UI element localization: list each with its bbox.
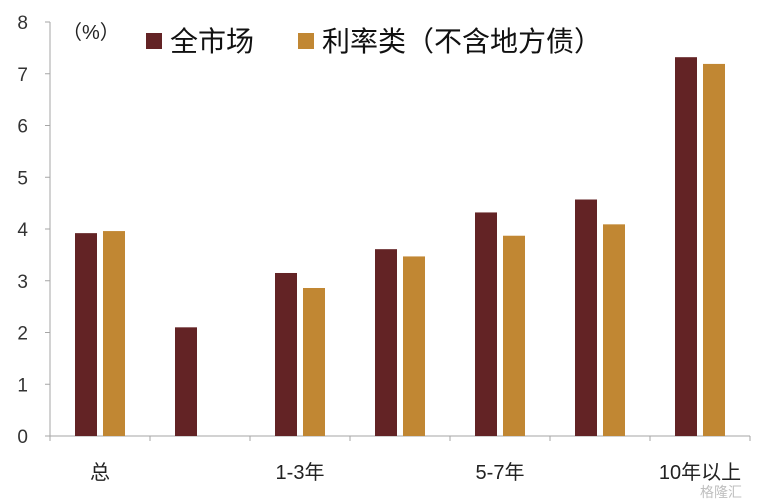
bar-series-0-cat-2: [275, 272, 297, 436]
x-category-label: 5-7年: [476, 461, 525, 484]
y-tick-label: 5: [17, 168, 28, 189]
y-tick-label: 3: [17, 272, 28, 293]
bar-series-1-cat-6: [703, 63, 725, 436]
y-axis: 0 1 2 3 4 5 6 7 8: [17, 13, 51, 448]
legend-swatch-1: [298, 33, 314, 49]
bar-series-1-cat-2: [303, 287, 325, 436]
bar-series-1-cat-0: [103, 231, 125, 436]
legend-swatch-0: [146, 33, 162, 49]
x-category-label: 1-3年: [276, 461, 325, 484]
y-tick-label: 1: [17, 375, 28, 396]
legend-label-1: 利率类（不含地方债）: [322, 26, 602, 57]
x-category-label: 10年以上: [659, 461, 741, 484]
bar-series-1-cat-3: [403, 256, 425, 436]
unit-label: （%）: [62, 21, 120, 44]
bar-series-0-cat-1: [175, 327, 197, 436]
x-category-label: 总: [90, 461, 110, 484]
bar-series-0-cat-5: [575, 199, 597, 436]
legend-label-0: 全市场: [170, 26, 254, 57]
legend: 全市场 利率类（不含地方债）: [146, 26, 602, 57]
watermark: 格隆汇: [700, 484, 742, 500]
bar-series-0-cat-0: [75, 233, 97, 436]
y-tick-label: 4: [17, 220, 28, 241]
bar-series-0-cat-6: [675, 57, 697, 436]
y-tick-label: 7: [17, 65, 28, 86]
x-axis: 总 1-3年 5-7年 10年以上: [49, 435, 751, 484]
bar-series-0-cat-3: [375, 249, 397, 436]
bar-series-1-cat-4: [503, 235, 525, 436]
y-tick-label: 8: [17, 13, 28, 34]
bars: [75, 57, 725, 436]
bar-series-1-cat-5: [603, 224, 625, 436]
y-tick-label: 2: [17, 324, 28, 345]
bar-series-0-cat-4: [475, 212, 497, 436]
y-tick-label: 0: [17, 427, 28, 448]
y-tick-label: 6: [17, 117, 28, 138]
